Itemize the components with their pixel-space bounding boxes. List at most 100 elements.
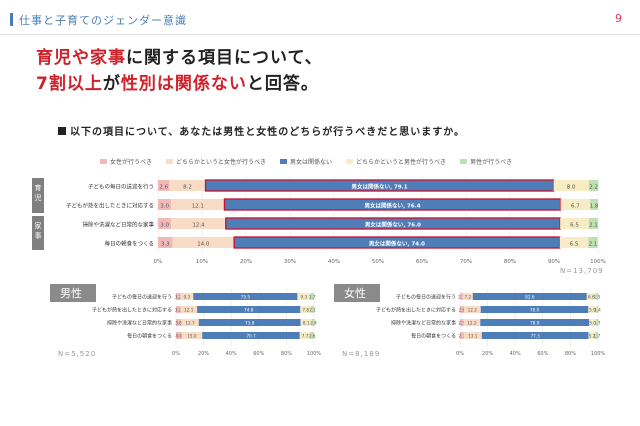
bar-segment	[176, 293, 181, 300]
data-label: 5.0	[589, 320, 596, 325]
data-label: 3.2	[175, 307, 182, 312]
headline-line-1: 育児や家事に関する項目について、	[36, 45, 323, 71]
data-label: 6.6	[588, 294, 595, 299]
legend-swatch	[460, 158, 468, 164]
category-label: 子どもが熱を出したときに対応する	[376, 306, 456, 313]
bar-segment	[460, 332, 464, 339]
headline: 育児や家事に関する項目について、 7割以上が性別は関係ないと回答。	[36, 45, 323, 97]
category-label: 子どもの毎日の送迎を行う	[112, 293, 172, 300]
page-number: 9	[615, 12, 622, 25]
category-label: 毎日の朝食をつくる	[411, 332, 456, 339]
data-label: 2.6	[309, 333, 316, 338]
bar-segment	[560, 218, 589, 229]
data-label: 78.9	[530, 320, 540, 325]
data-label: 6.5	[570, 223, 579, 229]
legend-label: どちらかというと男性が行うべき	[356, 158, 447, 166]
data-label: 5.9	[589, 307, 596, 312]
bar-segment	[588, 218, 598, 229]
bar-segment	[180, 306, 198, 313]
legend-item: 男女は関係ない	[280, 154, 332, 168]
data-label: 9.3	[183, 294, 190, 299]
data-label: 14.0	[197, 242, 210, 248]
bar-segment	[202, 332, 300, 339]
legend-label: 男性が行うべき	[470, 158, 513, 166]
bar-segment	[310, 332, 314, 339]
x-tick-label: 10%	[196, 259, 208, 265]
data-label: 13.1	[468, 333, 478, 338]
male-stacked-bar-chart: 0% 20% 40% 60% 80% 100%子どもの毎日の送迎を行う 3.2 9.3 75.5…	[92, 289, 321, 357]
female-stacked-bar-chart: 0% 20% 40% 60% 80% 100% 子どもの毎日の送迎を行う 2.1 7.2 82.6…	[376, 289, 605, 357]
legend: 女性が行うべき どちらかというと女性が行うべき 男女は関係ない どちらかというと…	[100, 154, 620, 168]
bar-segment	[588, 332, 596, 339]
male-panel: 男性 0% 20% 40% 60% 80% 100% 子どもの毎日の送迎を行う 3.2 9.3 7…	[50, 282, 326, 362]
bar-segment	[588, 180, 599, 191]
bar-segment	[460, 306, 464, 313]
group-box	[32, 178, 44, 213]
group-label-char: 事	[35, 231, 42, 240]
x-tick-label: 80%	[504, 259, 516, 265]
x-tick-label: 0%	[154, 259, 163, 265]
x-tick-label: 0%	[456, 351, 464, 357]
x-tick-label: 60%	[253, 351, 264, 357]
data-label: 12.2	[467, 320, 477, 325]
data-label: 70.7	[246, 333, 256, 338]
legend-item: 男性が行うべき	[460, 154, 512, 168]
x-tick-label: 60%	[416, 259, 428, 265]
legend-swatch	[280, 158, 288, 164]
headline-text: と回答。	[246, 74, 319, 94]
x-tick-label: 20%	[240, 259, 252, 265]
data-label: 12.1	[184, 307, 194, 312]
x-tick-label: 80%	[565, 351, 576, 357]
legend-swatch	[346, 158, 354, 164]
legend-label: どちらかというと女性が行うべき	[176, 158, 267, 166]
bar-segment	[158, 199, 172, 210]
bar-segment	[460, 293, 463, 300]
headline-text: が	[102, 74, 121, 94]
bar-segment	[197, 306, 301, 313]
data-label: 4.0	[175, 333, 182, 338]
male-panel-title: 男性	[50, 284, 96, 302]
bar-segment	[590, 199, 598, 210]
data-label: 3.0	[160, 223, 169, 229]
group-label-char: 育	[35, 183, 42, 192]
header-accent-bar	[10, 13, 13, 26]
bar-segment	[310, 293, 314, 300]
data-label: 12.1	[192, 204, 204, 210]
bar-segment	[176, 319, 182, 326]
bar-segment	[181, 319, 199, 326]
x-tick-label: 30%	[284, 259, 296, 265]
bar-segment	[462, 293, 473, 300]
legend-item: どちらかというと女性が行うべき	[166, 154, 266, 168]
data-label: 1.8	[590, 204, 599, 210]
bar-segment	[300, 306, 312, 313]
category-label: 掃除や洗濯など日常的な家事	[82, 220, 154, 228]
data-label: 12.7	[185, 320, 195, 325]
legend-label: 男女は関係ない	[290, 158, 333, 166]
data-label: 77.3	[530, 333, 540, 338]
female-panel: 女性 0% 20% 40% 60% 80% 100% 子どもの毎日の送迎を行う 2.1 7.2 8…	[334, 282, 614, 362]
bar-segment	[181, 332, 203, 339]
data-label: 8.2	[183, 185, 192, 191]
legend-item: どちらかというと男性が行うべき	[346, 154, 446, 168]
data-label: 1.7	[593, 333, 600, 338]
category-label: 掃除や洗濯など日常的な家事	[107, 319, 172, 326]
sample-size-male: N=5,520	[58, 350, 97, 358]
sample-size-total: N=13,709	[560, 267, 604, 275]
data-label: 2.6	[159, 185, 168, 191]
x-tick-label: 100%	[590, 259, 606, 265]
bar-segment	[158, 180, 170, 191]
bar-segment	[596, 319, 599, 326]
data-label: 2.8	[459, 307, 466, 312]
bar-segment	[588, 306, 597, 313]
x-tick-label: 0%	[172, 351, 180, 357]
female-panel-title: 女性	[334, 284, 380, 302]
data-label: 82.6	[525, 294, 535, 299]
x-tick-label: 80%	[281, 351, 292, 357]
x-tick-label: 40%	[510, 351, 521, 357]
group-label-char: 児	[35, 193, 42, 202]
legend-swatch	[100, 158, 107, 164]
headline-emphasis: 育児や家事	[36, 48, 126, 68]
bar-segment	[560, 199, 591, 210]
bar-segment	[297, 293, 311, 300]
